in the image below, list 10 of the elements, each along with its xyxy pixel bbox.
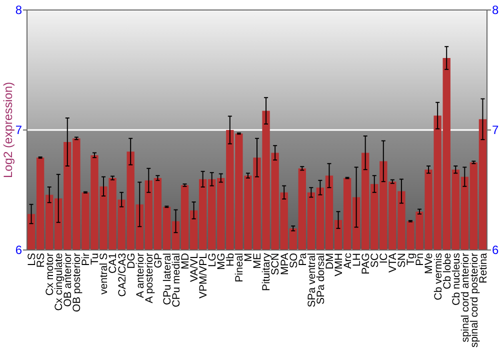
y2-tick-label: 7 — [492, 123, 499, 138]
y-tick-label: 6 — [15, 243, 22, 258]
y-tick-label: 8 — [15, 3, 22, 18]
y2-tick-label: 8 — [492, 3, 499, 18]
x-tick-label: Tg — [405, 252, 418, 266]
y-tick-label: 7 — [15, 123, 22, 138]
y2-tick-label: 6 — [492, 243, 499, 258]
x-tick-label: MVe — [423, 252, 436, 274]
x-tick-label: OB posterior — [71, 252, 84, 312]
y-axis-title: Log2 (expression) — [1, 82, 15, 178]
